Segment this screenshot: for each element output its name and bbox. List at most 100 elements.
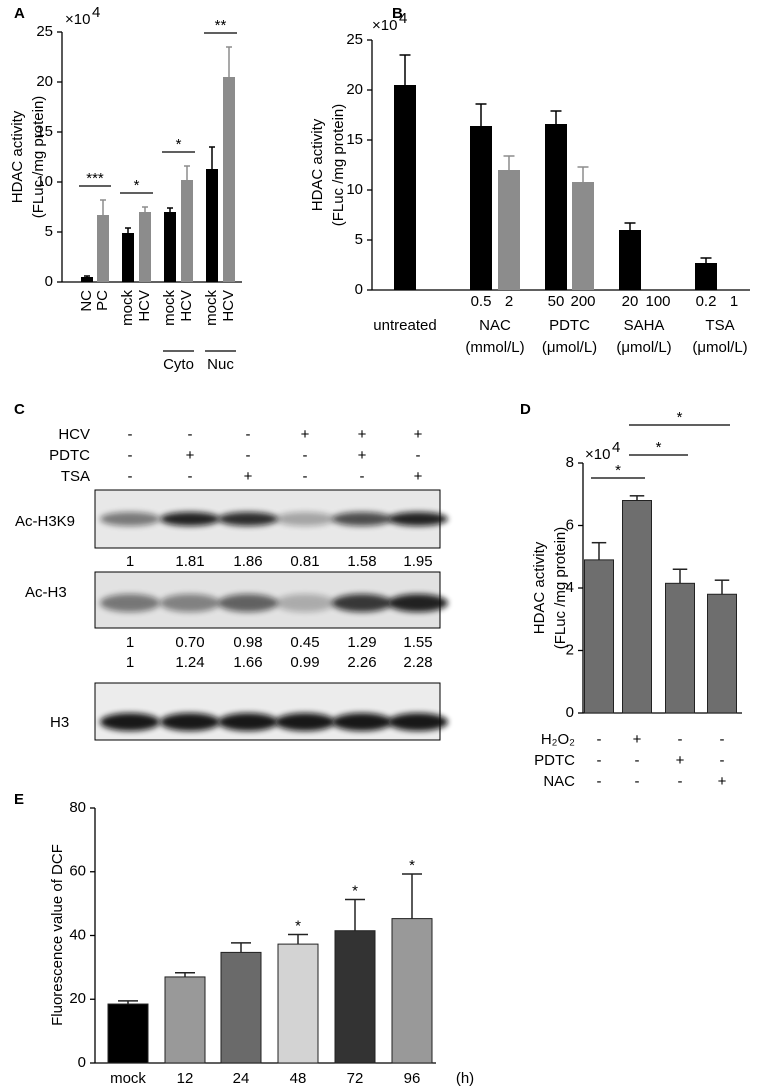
condition-sign: -: [678, 773, 683, 790]
bar: [164, 212, 176, 282]
condition-sign: -: [720, 752, 725, 769]
bar: [707, 593, 737, 714]
x-tick-label: HCV: [136, 290, 153, 322]
significance-label: *: [176, 136, 182, 153]
x-tick-label: 50: [548, 293, 565, 310]
y-multiplier-exponent: 4: [612, 439, 620, 456]
y-tick-label: 0: [566, 704, 574, 721]
error-bar: [629, 495, 645, 501]
bar: [122, 233, 134, 282]
error-bar: [550, 110, 562, 124]
condition-sign: +: [244, 468, 253, 485]
y-multiplier: ×10: [372, 17, 397, 34]
error-bar: [402, 873, 422, 919]
x-tick-label: mock: [110, 1070, 146, 1087]
x-tick-label: mock: [119, 290, 136, 326]
band-ratio: 0.81: [290, 553, 319, 570]
band-ratio: 1: [126, 654, 134, 671]
error-bar: [100, 199, 106, 215]
y-tick-label: 8: [566, 454, 574, 471]
error-bar: [184, 165, 190, 180]
x-tick-label: HCV: [220, 290, 237, 322]
y-multiplier: ×10: [65, 11, 90, 28]
condition-sign: -: [597, 752, 602, 769]
y-tick-label: 4: [566, 579, 574, 596]
error-bar: [399, 54, 411, 85]
error-bar: [577, 166, 589, 182]
bar: [164, 976, 206, 1064]
condition-sign: -: [597, 731, 602, 748]
condition-sign: -: [128, 426, 133, 443]
significance-label: *: [677, 409, 683, 426]
condition-sign: -: [246, 447, 251, 464]
y-axis-label: HDAC activity: [9, 110, 26, 203]
panel-label: D: [520, 401, 531, 418]
bar: [619, 230, 641, 290]
blot-band: [218, 512, 278, 526]
panel-label: C: [14, 401, 25, 418]
y-tick-label: 25: [346, 31, 363, 48]
x-tick-label: mock: [203, 290, 220, 326]
x-tick-label: 2: [505, 293, 513, 310]
group-label: NAC: [479, 317, 511, 334]
x-tick-label: 200: [570, 293, 595, 310]
x-tick-label: 12: [177, 1070, 194, 1087]
band-ratio: 1.66: [233, 654, 262, 671]
condition-sign: +: [718, 773, 727, 790]
significance-label: *: [615, 462, 621, 479]
blot-band: [275, 713, 335, 731]
y-axis-label: Fluorescence value of DCF: [49, 844, 66, 1026]
x-tick-label: 20: [622, 293, 639, 310]
group-label: Cyto: [163, 356, 194, 373]
x-axis-label: (h): [456, 1070, 474, 1087]
condition-label: HCV: [58, 426, 90, 443]
bar: [470, 126, 492, 290]
bar: [181, 180, 193, 282]
error-bar: [591, 541, 607, 560]
error-bar: [624, 222, 636, 230]
band-ratio: 1.29: [347, 634, 376, 651]
error-bar: [118, 1000, 138, 1005]
condition-sign: -: [597, 773, 602, 790]
error-bar: [231, 942, 251, 953]
panel-label: A: [14, 5, 25, 22]
condition-sign: -: [720, 731, 725, 748]
significance-label: *: [656, 439, 662, 456]
blot-band: [100, 594, 160, 612]
blot-band: [160, 594, 220, 612]
blot-label: Ac-H3: [25, 584, 67, 601]
condition-sign: -: [188, 426, 193, 443]
blot-band: [332, 594, 392, 612]
condition-sign: -: [246, 426, 251, 443]
bar: [334, 930, 376, 1064]
y-multiplier-exponent: 4: [399, 10, 407, 27]
y-tick-label: 40: [69, 926, 86, 943]
error-bar: [288, 933, 308, 945]
y-tick-label: 2: [566, 641, 574, 658]
condition-sign: -: [635, 773, 640, 790]
y-tick-label: 60: [69, 863, 86, 880]
band-ratio: 2.26: [347, 654, 376, 671]
condition-sign: +: [358, 426, 367, 443]
condition-sign: +: [633, 731, 642, 748]
band-ratio: 1.86: [233, 553, 262, 570]
error-bar: [700, 257, 712, 263]
bar: [139, 212, 151, 282]
y-tick-label: 10: [36, 173, 53, 190]
error-bar: [672, 568, 688, 584]
blot-band: [388, 713, 448, 731]
x-tick-label: HCV: [178, 290, 195, 322]
panel-label: E: [14, 791, 24, 808]
blot-label: Ac-H3K9: [15, 513, 75, 530]
condition-sign: -: [360, 468, 365, 485]
y-multiplier: ×10: [585, 446, 610, 463]
condition-label: NAC: [543, 773, 575, 790]
y-tick-label: 0: [355, 281, 363, 298]
bar: [545, 124, 567, 290]
group-unit: (μmol/L): [692, 339, 747, 356]
blot-label: H3: [50, 714, 69, 731]
band-ratio: 1.55: [403, 634, 432, 651]
blot-band: [388, 512, 448, 526]
significance-label: *: [134, 177, 140, 194]
bar: [206, 169, 218, 282]
